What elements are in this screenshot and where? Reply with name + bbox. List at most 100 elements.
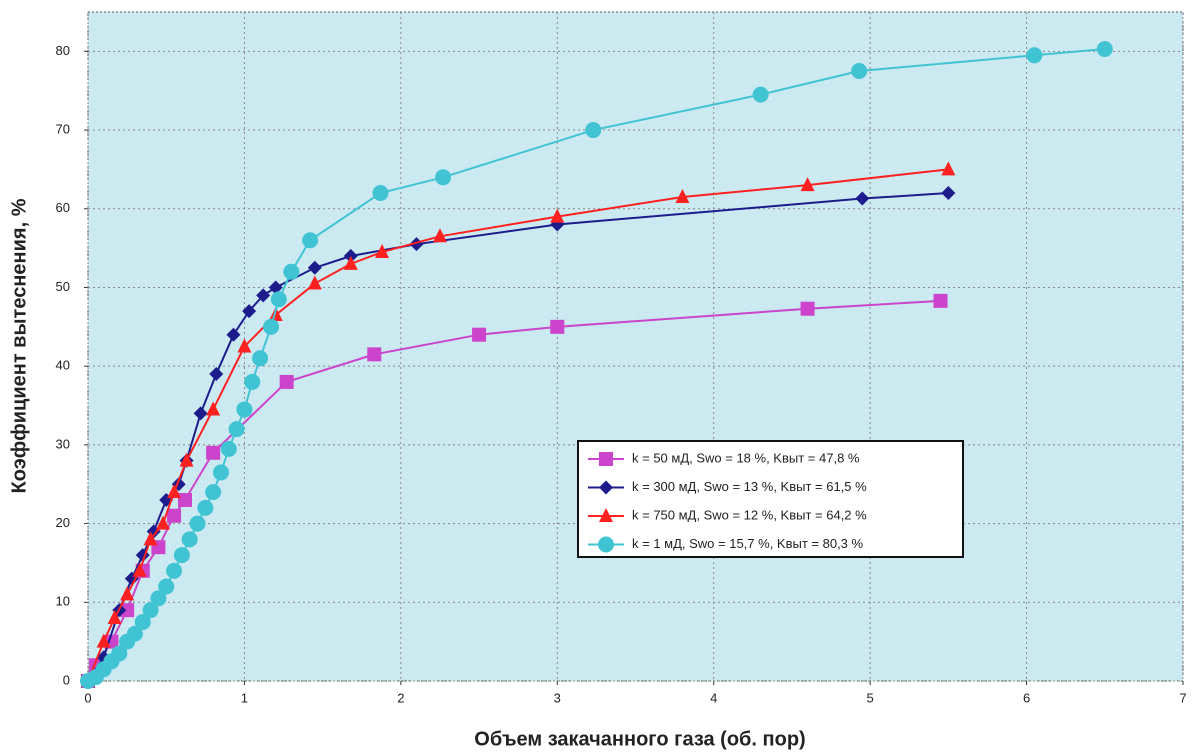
marker xyxy=(343,255,358,270)
marker xyxy=(142,602,159,619)
marker xyxy=(599,480,613,495)
x-tick-label: 2 xyxy=(397,690,404,705)
marker xyxy=(1026,47,1043,64)
marker xyxy=(242,304,257,319)
x-axis-label: Объем закачанного газа (об. пор) xyxy=(474,728,805,750)
marker xyxy=(107,610,122,625)
marker xyxy=(307,275,322,290)
marker xyxy=(206,401,221,416)
marker xyxy=(307,260,322,275)
marker xyxy=(156,515,171,530)
marker xyxy=(226,327,241,342)
x-tick-label: 4 xyxy=(710,690,717,705)
x-tick-label: 1 xyxy=(241,690,248,705)
marker xyxy=(941,186,956,201)
marker xyxy=(252,350,269,367)
legend-label: k = 300 мД, Swo = 13 %, Kвыт = 61,5 % xyxy=(632,479,867,494)
marker xyxy=(432,228,447,243)
marker xyxy=(158,578,175,595)
marker xyxy=(220,440,237,457)
legend-label: k = 750 мД, Swo = 12 %, Kвыт = 64,2 % xyxy=(632,507,867,522)
marker xyxy=(256,288,271,303)
marker xyxy=(585,122,602,139)
marker xyxy=(179,452,194,467)
marker xyxy=(111,645,128,662)
y-tick-label: 0 xyxy=(63,672,70,687)
marker xyxy=(236,401,253,418)
marker xyxy=(435,169,452,186)
marker xyxy=(599,508,613,522)
marker xyxy=(851,63,868,80)
marker xyxy=(205,484,222,501)
x-tick-label: 0 xyxy=(84,690,91,705)
marker xyxy=(800,177,815,192)
marker xyxy=(550,208,565,223)
marker xyxy=(302,232,319,249)
marker xyxy=(409,237,424,252)
y-tick-label: 10 xyxy=(56,594,70,609)
marker xyxy=(166,562,183,579)
marker xyxy=(126,625,143,642)
y-tick-label: 50 xyxy=(56,279,70,294)
marker xyxy=(599,452,613,466)
x-tick-label: 7 xyxy=(1179,690,1186,705)
y-tick-label: 60 xyxy=(56,200,70,215)
marker xyxy=(800,301,815,316)
marker xyxy=(167,484,182,499)
marker xyxy=(279,374,294,389)
x-tick-label: 6 xyxy=(1023,690,1030,705)
y-tick-label: 40 xyxy=(56,358,70,373)
marker xyxy=(197,499,214,516)
x-tick-label: 5 xyxy=(867,690,874,705)
marker xyxy=(1096,40,1113,57)
marker xyxy=(372,185,389,202)
marker xyxy=(150,590,167,607)
marker xyxy=(132,562,147,577)
marker xyxy=(228,421,245,438)
y-tick-label: 20 xyxy=(56,515,70,530)
marker xyxy=(268,280,283,295)
legend: k = 50 мД, Swo = 18 %, Kвыт = 47,8 % k = … xyxy=(577,440,964,558)
legend-label: k = 50 мД, Swo = 18 %, Kвыт = 47,8 % xyxy=(632,450,860,465)
y-tick-label: 30 xyxy=(56,436,70,451)
marker xyxy=(263,318,280,335)
marker xyxy=(96,633,111,648)
marker xyxy=(598,536,614,553)
marker xyxy=(244,373,261,390)
marker xyxy=(189,515,206,532)
y-axis-label: Коэффициент вытеснения, % xyxy=(8,198,30,493)
marker xyxy=(752,86,769,103)
marker xyxy=(177,492,192,507)
series-line xyxy=(87,168,949,682)
marker xyxy=(143,531,158,546)
marker xyxy=(941,161,956,176)
marker xyxy=(675,188,690,203)
legend-box xyxy=(577,440,964,558)
marker xyxy=(209,367,224,382)
marker xyxy=(268,307,283,322)
legend-label: k = 1 мД, Swo = 15,7 %, Kвыт = 80,3 % xyxy=(632,536,864,551)
marker xyxy=(550,319,565,334)
y-tick-label: 80 xyxy=(56,43,70,58)
marker xyxy=(173,547,190,564)
y-tick-label: 70 xyxy=(56,121,70,136)
marker xyxy=(167,508,182,523)
marker xyxy=(193,406,208,421)
marker xyxy=(933,293,948,308)
plot-area xyxy=(87,11,1184,682)
marker xyxy=(283,263,300,280)
marker xyxy=(855,191,870,206)
marker xyxy=(375,244,390,259)
marker xyxy=(270,291,287,308)
marker xyxy=(120,603,135,618)
marker xyxy=(120,586,135,601)
marker xyxy=(206,445,221,460)
marker xyxy=(134,613,151,630)
marker xyxy=(181,531,198,548)
marker xyxy=(237,338,252,353)
marker xyxy=(472,327,487,342)
x-tick-label: 3 xyxy=(554,690,561,705)
marker xyxy=(367,347,382,362)
marker xyxy=(212,464,229,481)
